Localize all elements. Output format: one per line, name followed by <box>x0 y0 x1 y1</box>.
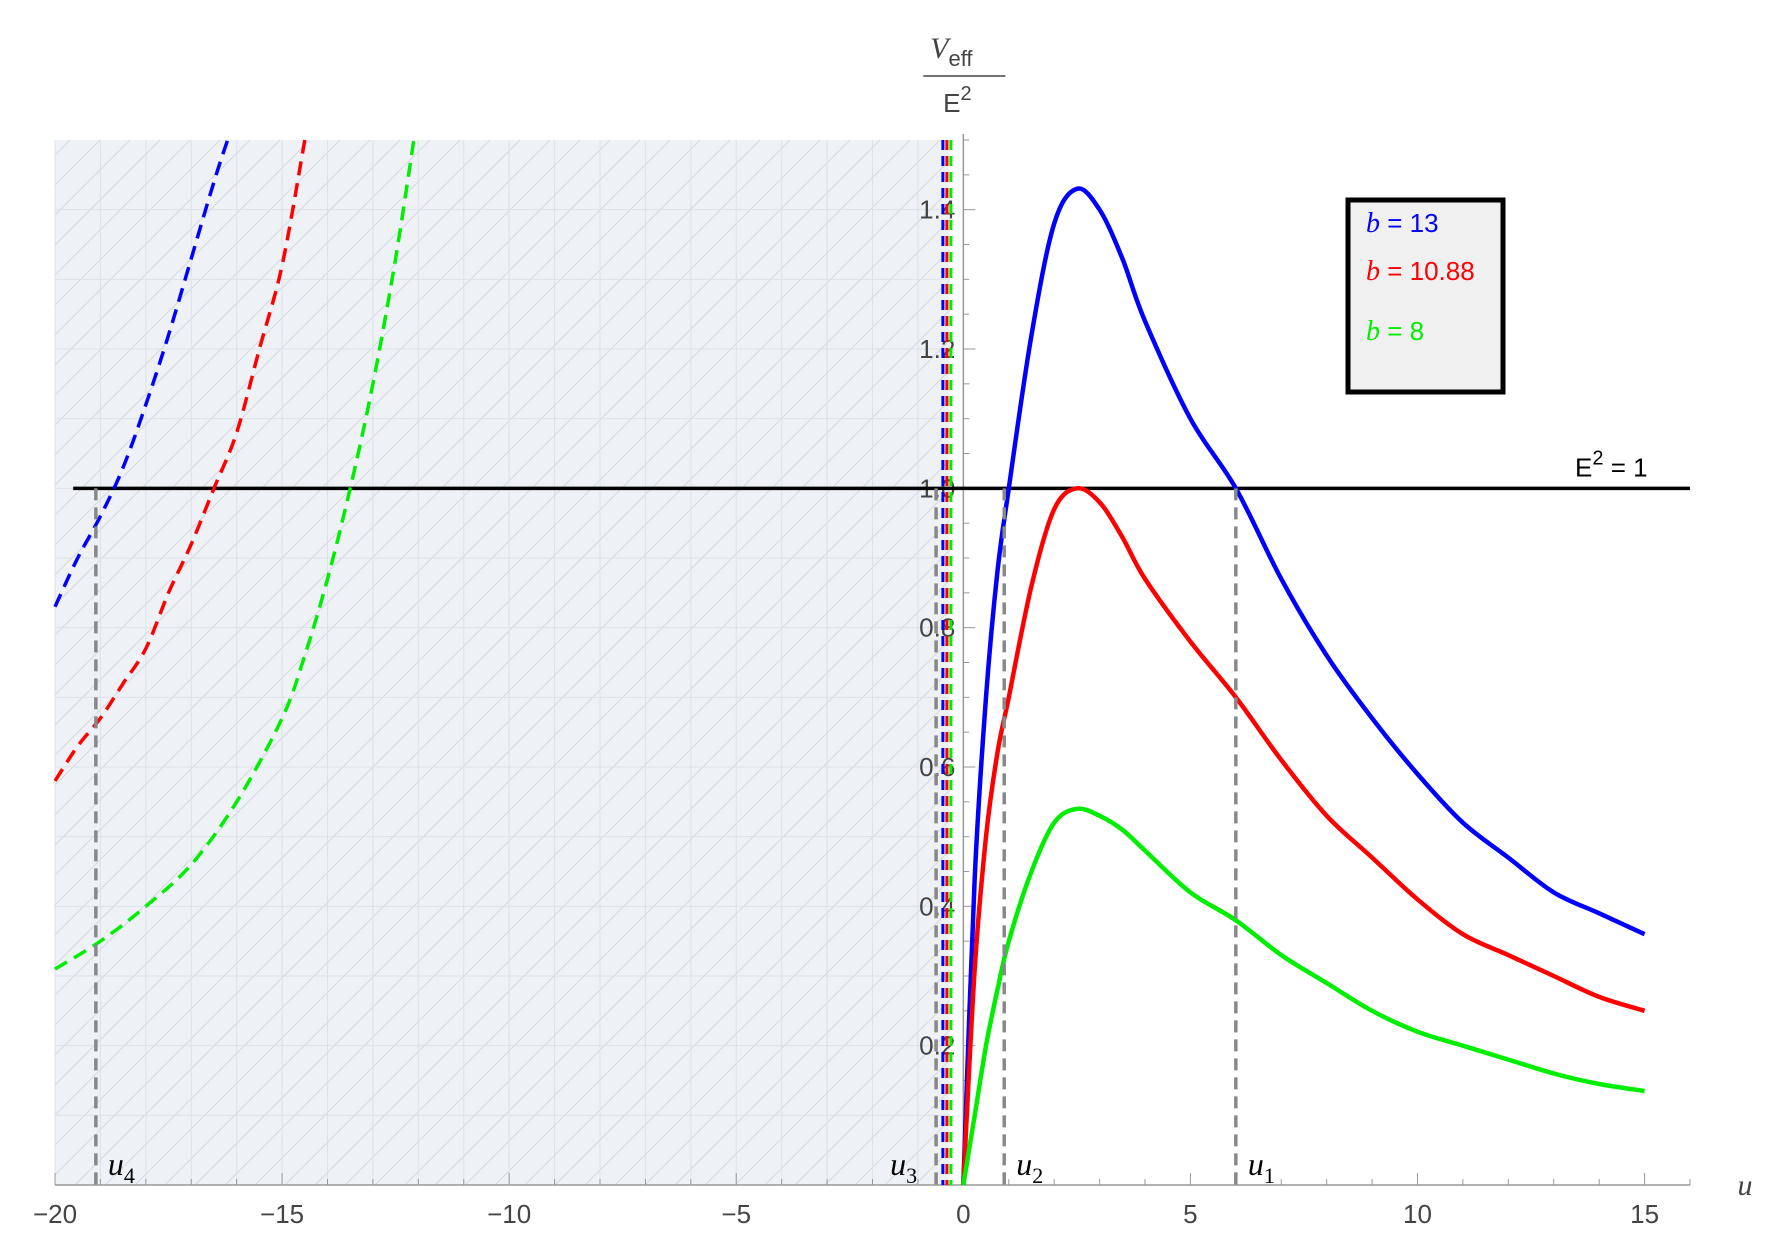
legend-entry-2: b = 8 <box>1366 316 1424 347</box>
marker-label-sub: 2 <box>1032 1163 1043 1188</box>
legend-entry-var: b <box>1366 208 1380 239</box>
curves <box>53 139 1690 1186</box>
shaded-region <box>55 140 950 1185</box>
marker-label-u1: u1 <box>1248 1146 1275 1188</box>
marker-label-base: u <box>890 1146 906 1182</box>
marker-label-base: u <box>1248 1146 1264 1182</box>
marker-label-u3: u3 <box>890 1146 917 1188</box>
series-0-solid-branch <box>961 186 1646 1186</box>
legend-entry-var: b <box>1366 316 1380 347</box>
marker-label-u4: u4 <box>108 1146 135 1188</box>
x-tick-label: −15 <box>260 1199 304 1229</box>
x-tick-label: −5 <box>721 1199 751 1229</box>
legend-entry-text: = 8 <box>1380 316 1424 346</box>
y-tick-label: 1.4 <box>919 195 955 225</box>
x-tick-label: −10 <box>487 1199 531 1229</box>
legend-entry-0: b = 13 <box>1366 208 1439 239</box>
grid <box>54 140 950 1185</box>
legend-entry-var: b <box>1366 256 1380 287</box>
reference-line-label: E2 = 1 <box>1575 447 1648 482</box>
x-tick-label: −20 <box>33 1199 77 1229</box>
series-2-dashed-branch <box>54 139 416 971</box>
legend: b = 13b = 10.88b = 8 <box>1345 197 1506 395</box>
reference-line-label-base: E <box>1575 452 1592 482</box>
marker-label-u2: u2 <box>1016 1146 1043 1188</box>
shaded-region-hatch <box>55 140 950 1185</box>
series-2-solid-branch <box>961 806 1645 1186</box>
x-tick-label: 10 <box>1403 1199 1432 1229</box>
reference-line-label-sup: 2 <box>1592 447 1603 469</box>
marker-label-base: u <box>1016 1146 1032 1182</box>
legend-entry-text: = 13 <box>1380 208 1439 238</box>
series-1-dashed-branch <box>53 139 307 782</box>
series-1-solid-branch <box>961 485 1646 1186</box>
x-tick-label: 0 <box>956 1199 970 1229</box>
y-axis-title-denominator: E2 <box>943 83 971 118</box>
marker-label-base: u <box>108 1146 124 1182</box>
y-axis-title-numerator-sub: eff <box>948 46 973 71</box>
series-0-dashed-branch <box>53 139 230 608</box>
y-tick-label: 1.2 <box>919 334 955 364</box>
marker-label-sub: 1 <box>1264 1163 1275 1188</box>
x-axis-title: u <box>1738 1169 1753 1202</box>
legend-box <box>1345 197 1506 395</box>
reference-line-label-rest: = 1 <box>1603 452 1647 482</box>
y-axis-title-denominator-sup: 2 <box>960 83 971 105</box>
legend-entry-text: = 10.88 <box>1380 256 1475 286</box>
marker-label-sub: 4 <box>124 1163 135 1188</box>
y-axis-title-numerator: Veff <box>930 32 973 71</box>
x-tick-label: 15 <box>1630 1199 1659 1229</box>
legend-entry-1: b = 10.88 <box>1366 256 1475 287</box>
marker-label-sub: 3 <box>906 1163 917 1188</box>
x-tick-label: 5 <box>1183 1199 1197 1229</box>
